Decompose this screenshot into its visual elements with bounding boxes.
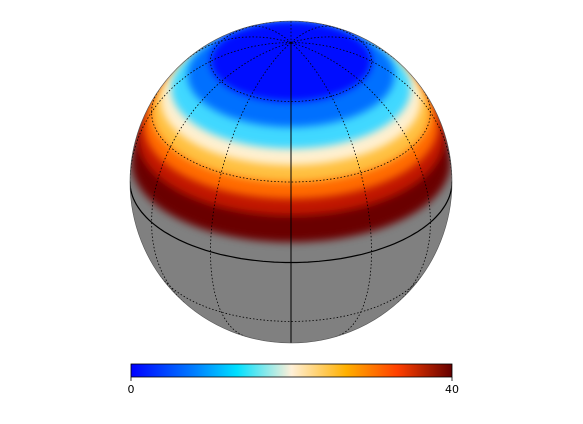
colorbar-tick-label: 0 [128,383,135,396]
graticule-line [151,90,431,183]
graticule-line [210,21,372,102]
graticule-line [130,42,292,183]
graticule-line [290,42,452,183]
colorbar [130,363,453,378]
graticule-line [151,42,292,303]
graticule-line [290,42,372,337]
graticule-line [210,42,292,337]
graticule-line [130,181,452,264]
sphere-outline [129,20,453,344]
graticule-line [290,42,431,303]
colorbar-tick-label: 40 [445,383,459,396]
graticule [130,21,452,343]
